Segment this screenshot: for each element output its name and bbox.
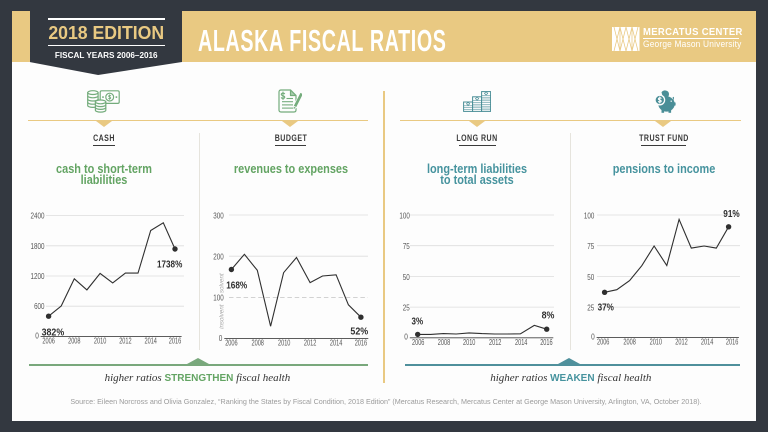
- svg-text:50: 50: [403, 273, 410, 282]
- svg-text:1800: 1800: [31, 242, 45, 251]
- svg-text:2006: 2006: [412, 338, 425, 347]
- svg-text:0: 0: [591, 332, 595, 341]
- svg-text:168%: 168%: [226, 279, 248, 291]
- svg-text:75: 75: [587, 242, 594, 251]
- svg-text:200: 200: [213, 252, 224, 261]
- svg-text:2012: 2012: [119, 336, 132, 345]
- svg-text:0: 0: [219, 334, 223, 343]
- svg-text:2016: 2016: [540, 338, 553, 347]
- svg-text:2014: 2014: [701, 338, 714, 347]
- svg-text:2008: 2008: [623, 338, 636, 347]
- svg-text:100: 100: [584, 211, 595, 220]
- svg-text:2016: 2016: [355, 339, 368, 348]
- svg-text:52%: 52%: [350, 326, 368, 338]
- svg-text:25: 25: [587, 304, 594, 313]
- svg-text:2400: 2400: [31, 212, 45, 221]
- svg-text:1738%: 1738%: [157, 259, 183, 271]
- svg-text:2016: 2016: [726, 338, 739, 347]
- svg-text:2006: 2006: [597, 338, 610, 347]
- svg-text:0: 0: [404, 333, 408, 342]
- svg-text:2010: 2010: [278, 339, 291, 348]
- svg-text:2010: 2010: [463, 338, 476, 347]
- svg-text:0: 0: [35, 332, 39, 341]
- svg-text:1200: 1200: [31, 272, 45, 281]
- svg-text:91%: 91%: [723, 208, 740, 220]
- svg-text:2014: 2014: [145, 336, 158, 345]
- svg-text:2010: 2010: [650, 338, 663, 347]
- svg-text:2012: 2012: [489, 338, 502, 347]
- svg-text:2016: 2016: [169, 336, 182, 345]
- svg-text:2008: 2008: [438, 338, 451, 347]
- svg-text:37%: 37%: [598, 302, 615, 314]
- svg-text:8%: 8%: [542, 309, 555, 321]
- svg-text:2010: 2010: [94, 336, 107, 345]
- svg-text:2014: 2014: [330, 339, 343, 348]
- svg-text:2006: 2006: [225, 339, 238, 348]
- svg-text:2014: 2014: [515, 338, 528, 347]
- svg-text:300: 300: [213, 211, 224, 220]
- svg-text:600: 600: [34, 302, 45, 311]
- svg-text:3%: 3%: [412, 316, 424, 328]
- svg-text:100: 100: [213, 294, 224, 303]
- svg-text:2006: 2006: [42, 336, 55, 345]
- svg-text:50: 50: [587, 273, 594, 282]
- svg-text:25: 25: [403, 304, 410, 313]
- svg-text:100: 100: [399, 211, 410, 220]
- svg-text:75: 75: [403, 242, 410, 251]
- svg-text:382%: 382%: [42, 326, 65, 338]
- svg-text:2012: 2012: [675, 338, 688, 347]
- svg-text:2008: 2008: [252, 339, 265, 348]
- svg-text:solvent: solvent: [219, 273, 226, 293]
- svg-text:2008: 2008: [68, 336, 81, 345]
- svg-text:insolvent: insolvent: [219, 304, 226, 329]
- svg-text:2012: 2012: [304, 339, 317, 348]
